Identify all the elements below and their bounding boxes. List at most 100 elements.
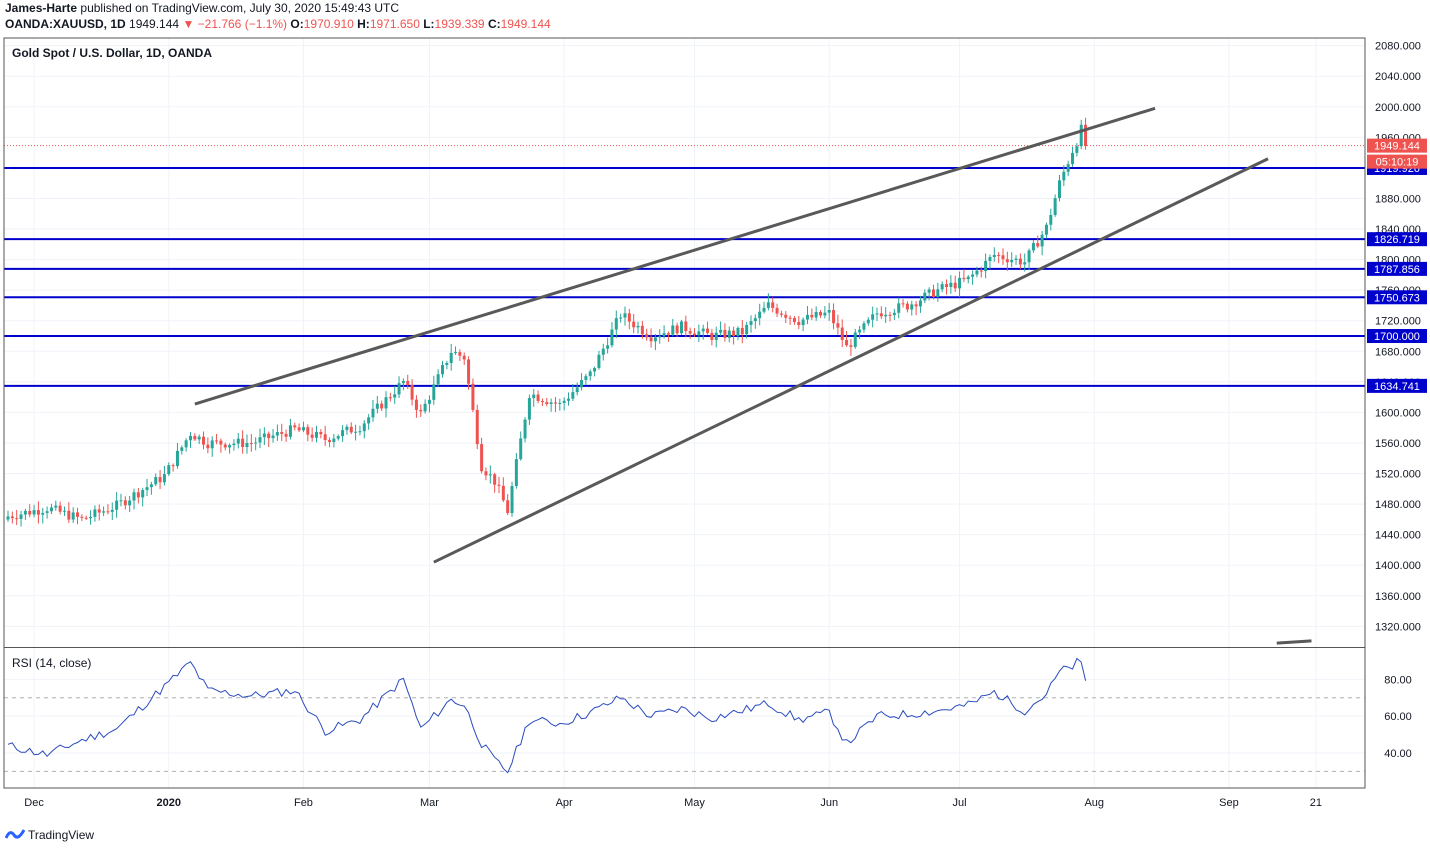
trendline (194, 106, 1156, 406)
candle-body (905, 303, 909, 310)
price-tick-label: 2040.000 (1375, 71, 1421, 83)
candle-body (328, 440, 332, 442)
plot-border (3, 37, 1366, 789)
candle-body (15, 518, 19, 520)
candle-body (580, 379, 584, 388)
candle-body (49, 507, 53, 512)
candle-body (106, 511, 110, 513)
candle-body (606, 345, 610, 349)
candle-body (549, 402, 553, 405)
candle-body (275, 432, 279, 436)
author-name[interactable]: James-Harte (5, 1, 78, 15)
candle-body (23, 510, 27, 515)
candle-body (67, 510, 71, 520)
candle-body (636, 325, 640, 328)
candle-body (671, 325, 675, 335)
price-axis[interactable]: 1320.000 1360.000 1400.000 1440.000 1480.000… (1367, 41, 1427, 760)
candle-body (997, 254, 1001, 256)
close-label: C: (487, 17, 501, 31)
time-tick-label: Dec (24, 797, 44, 809)
candle-body (388, 397, 392, 399)
candle-body (45, 511, 49, 513)
candle-body (349, 426, 353, 433)
open-value: 1970.910 (303, 17, 354, 31)
candle-body (892, 312, 896, 316)
time-tick-label: Feb (294, 797, 313, 809)
candle-body (267, 433, 271, 439)
candle-body (36, 510, 40, 515)
high-value: 1971.650 (369, 17, 420, 31)
candle-body (193, 435, 197, 440)
candle-body (427, 399, 431, 404)
candle-body (562, 400, 566, 403)
candle-body (284, 433, 288, 437)
candle-body (332, 438, 336, 442)
candle-body (553, 402, 557, 404)
candle-body (697, 331, 701, 336)
rsi-title: RSI (14, close) (12, 656, 91, 670)
candle-body (1075, 146, 1079, 153)
candle-body (354, 431, 358, 433)
candle-body (301, 427, 305, 431)
chart-frame (3, 37, 1366, 789)
candle-body (653, 337, 657, 342)
candle-body (992, 254, 996, 258)
candle-body (1018, 258, 1022, 265)
candle-body (984, 260, 988, 272)
candle-body (432, 384, 436, 400)
candle-body (710, 332, 714, 340)
chart-header: James-Harte published on TradingView.com… (0, 0, 1430, 38)
candle-body (32, 510, 36, 515)
candle-body (401, 380, 405, 384)
candle-body (141, 490, 145, 498)
candle-body (393, 394, 397, 398)
candle-body (727, 330, 731, 338)
candle-body (471, 383, 475, 410)
candle-body (706, 328, 710, 333)
candle-body (102, 511, 106, 513)
time-tick-label: Aug (1084, 797, 1104, 809)
candle-body (206, 444, 210, 449)
candle-body (115, 500, 119, 510)
candle-body (449, 352, 453, 363)
candle-body (1079, 124, 1083, 147)
symbol-label[interactable]: OANDA:XAUUSD, 1D (5, 17, 126, 31)
candle-body (215, 440, 219, 442)
candle-body (740, 327, 744, 335)
candle-body (236, 438, 240, 444)
candle-body (619, 317, 623, 319)
candle-body (1031, 243, 1035, 251)
candle-body (801, 319, 805, 326)
price-tick-label: 1360.000 (1375, 591, 1421, 603)
candle-body (1066, 164, 1070, 172)
candle-body (879, 313, 883, 317)
candle-body (675, 325, 679, 334)
candle-body (1005, 259, 1009, 263)
candle-body (732, 330, 736, 336)
candle-body (19, 514, 23, 519)
low-value: 1939.339 (434, 17, 485, 31)
candle-body (480, 444, 484, 472)
candle-body (484, 471, 488, 476)
price-tick-label: 2080.000 (1375, 41, 1421, 53)
candle-body (110, 509, 114, 512)
time-axis[interactable]: Dec 2020 Feb Mar Apr May Jun Jul Aug Sep 21 (24, 797, 1322, 809)
candle-body (288, 425, 292, 437)
candle-body (58, 505, 62, 512)
candle-body (649, 337, 653, 342)
tradingview-logo-icon[interactable] (5, 826, 25, 842)
level-price-label: 1826.719 (1374, 234, 1420, 246)
candle-body (171, 465, 175, 467)
rsi-tick-label: 80.00 (1384, 674, 1412, 686)
candle-body (419, 409, 423, 412)
candle-body (54, 505, 58, 508)
tradingview-brand[interactable]: TradingView (28, 828, 95, 842)
candle-body (918, 300, 922, 307)
candle-body (575, 387, 579, 393)
candle-body (523, 419, 527, 439)
candle-body (584, 376, 588, 380)
price-tick-label: 1320.000 (1375, 621, 1421, 633)
candle-body (375, 403, 379, 409)
candle-body (89, 516, 93, 519)
